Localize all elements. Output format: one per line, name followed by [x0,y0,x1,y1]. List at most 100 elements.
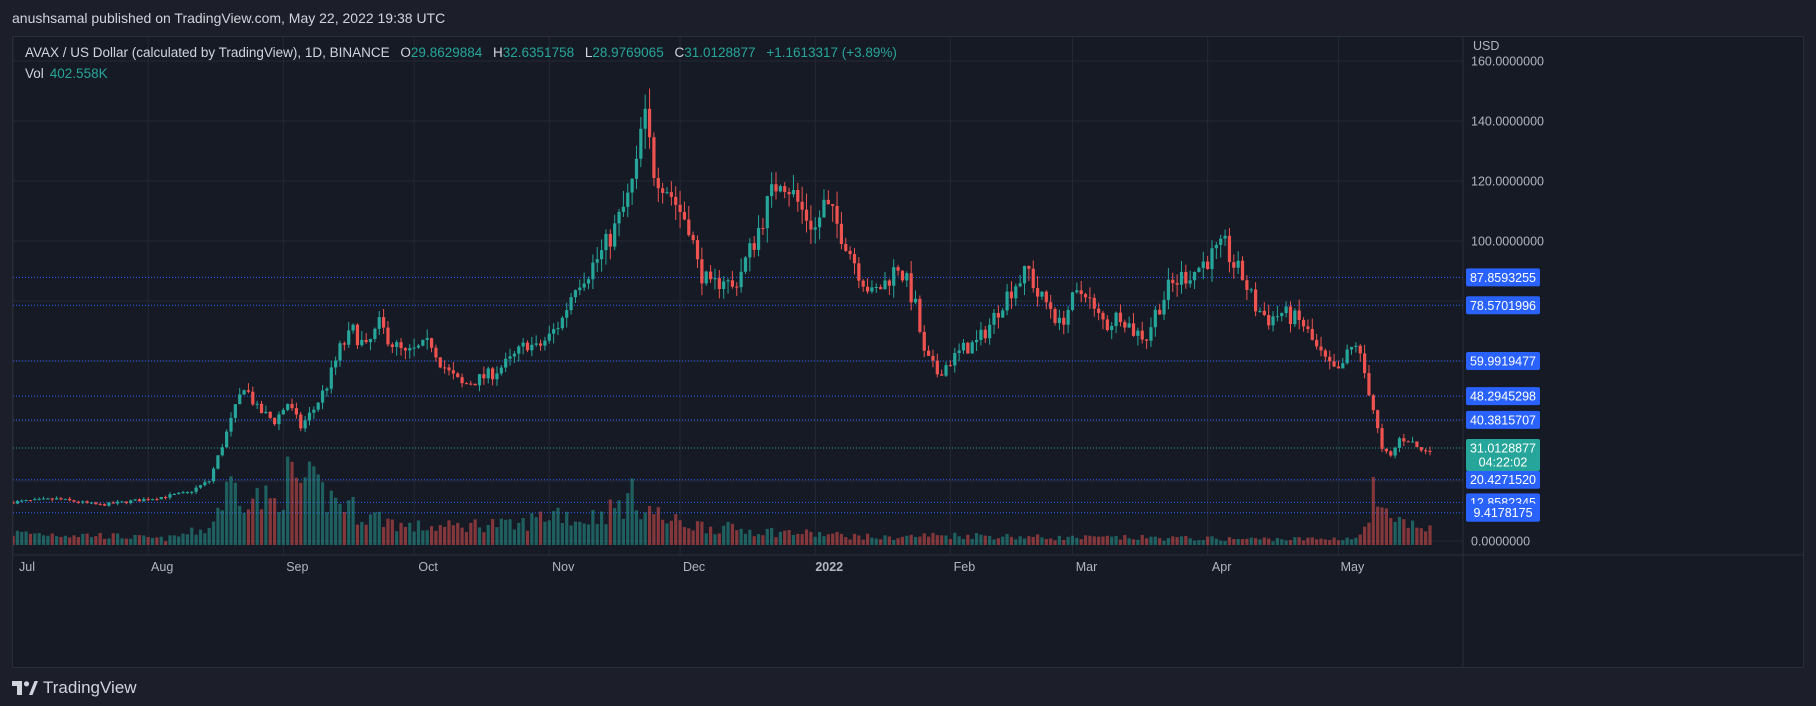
volume-bar [150,537,155,545]
candle-body [1310,328,1314,340]
volume-bar [639,519,643,545]
volume-bar [709,526,713,545]
volume-bar [1192,540,1197,545]
candle-body [1083,294,1088,298]
volume-bar [770,527,774,545]
candle-body [1110,325,1114,331]
candle-body [20,500,24,502]
candle-body [203,482,207,486]
volume-bar [98,532,102,545]
high-value: 32.6351758 [502,45,575,60]
volume-bar [1232,539,1236,545]
candle-body [211,468,216,482]
candle-body [1332,361,1336,367]
candle-body [451,370,455,374]
volume-bar [408,522,412,545]
candle-body [1153,309,1157,328]
candle-body [1297,310,1301,320]
volume-bar [486,524,490,545]
candle-body [1328,356,1332,362]
volume-bar [1083,535,1088,545]
candle-body [560,317,564,329]
candle-body [835,205,839,224]
volume-bar [713,534,717,545]
candle-body [1131,323,1136,336]
volume-bar [255,487,259,545]
volume-bar [225,481,229,545]
candle-body [1101,312,1105,320]
price-level-label: 40.3815707 [1470,413,1536,427]
volume-bar [1410,520,1415,545]
volume-bar [1197,540,1201,545]
volume-bar [1428,525,1432,545]
volume-bar [900,536,905,545]
candle-body [185,492,189,494]
price-level-badge [1466,352,1540,371]
volume-bar [1297,537,1301,545]
volume-bar [172,535,176,545]
volume-bar [565,511,569,545]
candle-body [831,204,835,206]
volume-bar [1188,538,1192,545]
volume-bar [552,511,556,545]
candle-body [1088,297,1092,299]
candle-body [225,431,229,448]
candle-body [809,220,813,230]
candle-body [818,217,822,228]
candle-body [364,339,368,343]
volume-bar [586,524,591,545]
volume-bar [1254,538,1258,545]
volume-bar [207,527,211,545]
volume-bar [1162,540,1166,545]
volume-bar [477,527,482,545]
candle-body [892,267,896,286]
volume-bar [429,526,434,545]
volume-bar [940,535,944,545]
volume-bar [652,514,656,545]
volume-bar [905,535,909,545]
volume-bar [739,528,743,545]
candle-body [608,233,612,247]
volume-bar [377,511,381,545]
volume-bar [1358,534,1362,545]
candle-body [735,286,739,288]
candle-body [844,243,848,251]
volume-bar [1175,537,1179,545]
volume-bar [665,523,669,545]
candle-body [525,342,530,351]
chart-panel[interactable]: Jul Aug Sep Oct Nov Dec 2022 Feb Mar Apr May USD 0.0… [12,36,1804,668]
candle-body [1245,280,1249,290]
volume-bar [948,539,952,545]
candle-body [495,373,499,380]
candle-body [15,500,19,504]
candle-body [669,192,673,197]
volume-bar [983,535,987,545]
volume-bar [661,519,665,545]
candle-body [1367,373,1371,396]
candle-body [1201,261,1205,268]
volume-bar [1397,516,1402,545]
volume-bar [111,533,115,545]
volume-bar [1070,535,1075,545]
high-label: H [493,45,503,60]
candle-body [530,344,534,351]
volume-bar [211,521,216,545]
volume-bar [447,520,451,545]
candle-body [743,257,748,272]
volume-bar [560,522,564,545]
volume-bar [259,509,264,545]
candle-body [870,287,874,292]
candle-body [761,227,765,229]
candle-body [94,502,98,505]
volume-bar [604,524,608,545]
candlestick-chart[interactable]: Jul Aug Sep Oct Nov Dec 2022 Feb Mar Apr May USD 0.0… [13,37,1803,667]
volume-bar [68,537,72,545]
volume-bar [883,535,887,545]
candle-body [961,342,966,351]
volume-bar [865,533,870,545]
price-level-label: 78.5701996 [1470,299,1536,313]
volume-bar [155,537,159,545]
price-level-label: 20.4271520 [1470,473,1536,487]
volume-bar [338,503,342,545]
volume-bar [290,461,294,545]
